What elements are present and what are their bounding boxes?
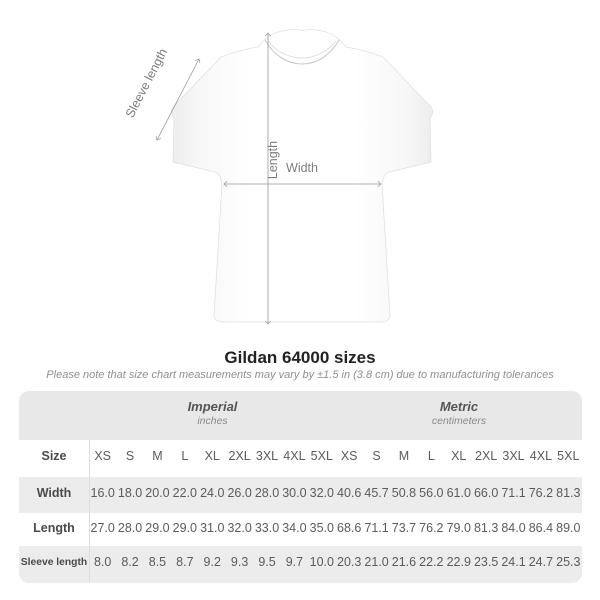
svg-text:Width: Width xyxy=(286,161,318,175)
svg-text:Length: Length xyxy=(266,141,280,179)
svg-text:Sleeve length: Sleeve length xyxy=(123,46,170,120)
